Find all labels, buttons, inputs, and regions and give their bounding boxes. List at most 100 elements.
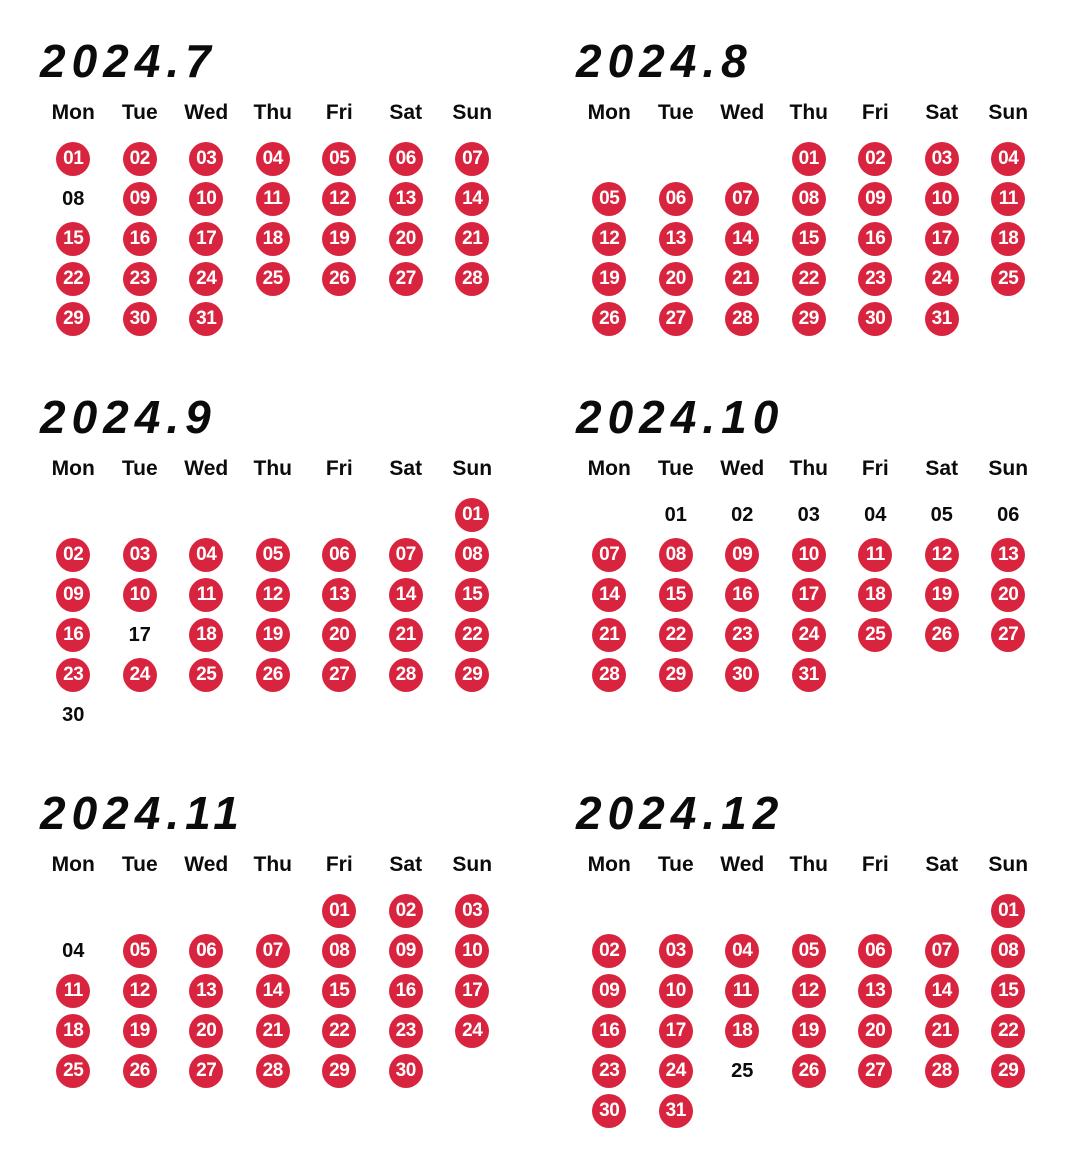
day-open: 08	[791, 182, 826, 216]
day-closed: 05	[930, 503, 953, 526]
day-open: 21	[592, 618, 627, 652]
weekday-label: Sun	[988, 457, 1029, 480]
weekday-label: Sun	[452, 457, 493, 480]
day-open: 21	[255, 1014, 290, 1048]
day-open: 02	[388, 894, 423, 928]
day-open: 01	[56, 142, 91, 176]
days-grid: 01 02 03 04 05 06 07 08 09 10 11 12 13 14 15 16 17 18 19 20…	[40, 142, 506, 336]
day-open: 28	[455, 262, 490, 296]
weekday-label: Sun	[452, 101, 493, 124]
day-open: 02	[56, 538, 91, 572]
day-open: 14	[255, 974, 290, 1008]
day-open: 21	[455, 222, 490, 256]
day-open: 04	[255, 142, 290, 176]
weekday-label: Sat	[925, 457, 959, 480]
day-open: 07	[592, 538, 627, 572]
day-open: 24	[791, 618, 826, 652]
day-open: 11	[255, 182, 290, 216]
month-calendar: 2024.7 Mon Tue Wed Thu Fri Sat Sun 01 02 03 04 05 0…	[40, 38, 506, 336]
day-open: 05	[322, 142, 357, 176]
day-closed: 17	[128, 623, 151, 646]
weekday-label: Fri	[325, 457, 353, 480]
day-open: 26	[924, 618, 959, 652]
weekday-header-row: Mon Tue Wed Thu Fri Sat Sun	[576, 100, 1042, 126]
day-open: 21	[725, 262, 760, 296]
day-open: 23	[56, 658, 91, 692]
day-open: 05	[122, 934, 157, 968]
day-open: 05	[255, 538, 290, 572]
weekday-label: Mon	[587, 457, 631, 480]
weekday-label: Fri	[861, 101, 889, 124]
day-open: 08	[658, 538, 693, 572]
day-open: 03	[455, 894, 490, 928]
day-open: 23	[122, 262, 157, 296]
month-calendar: 2024.10 Mon Tue Wed Thu Fri Sat Sun 01 02 03 04 05…	[576, 394, 1042, 692]
day-open: 13	[189, 974, 224, 1008]
day-closed: 04	[864, 503, 887, 526]
day-open: 30	[388, 1054, 423, 1088]
day-open: 25	[255, 262, 290, 296]
day-open: 18	[725, 1014, 760, 1048]
day-open: 30	[725, 658, 760, 692]
day-open: 20	[388, 222, 423, 256]
day-open: 19	[255, 618, 290, 652]
day-open: 06	[858, 934, 893, 968]
day-open: 19	[322, 222, 357, 256]
weekday-label: Sun	[988, 101, 1029, 124]
day-open: 14	[388, 578, 423, 612]
day-open: 09	[56, 578, 91, 612]
day-open: 28	[725, 302, 760, 336]
day-open: 03	[122, 538, 157, 572]
day-open: 24	[189, 262, 224, 296]
day-open: 11	[189, 578, 224, 612]
day-open: 14	[592, 578, 627, 612]
day-open: 13	[388, 182, 423, 216]
day-open: 24	[658, 1054, 693, 1088]
day-open: 19	[924, 578, 959, 612]
day-open: 29	[56, 302, 91, 336]
day-closed: 01	[664, 503, 687, 526]
day-open: 23	[592, 1054, 627, 1088]
day-open: 16	[725, 578, 760, 612]
day-open: 20	[858, 1014, 893, 1048]
day-open: 09	[725, 538, 760, 572]
weekday-header-row: Mon Tue Wed Thu Fri Sat Sun	[40, 456, 506, 482]
day-open: 24	[455, 1014, 490, 1048]
day-open: 17	[791, 578, 826, 612]
day-open: 26	[322, 262, 357, 296]
weekday-label: Mon	[587, 101, 631, 124]
day-open: 07	[388, 538, 423, 572]
day-open: 01	[322, 894, 357, 928]
day-open: 18	[56, 1014, 91, 1048]
days-grid: 01 02 03 04 05 06 07 08 09 10 11 12 13 14 15 16 17 18 19 20…	[576, 894, 1042, 1128]
month-title: 2024.11	[40, 787, 245, 839]
day-open: 29	[658, 658, 693, 692]
weekday-label: Fri	[325, 101, 353, 124]
day-open: 09	[858, 182, 893, 216]
day-open: 10	[455, 934, 490, 968]
day-open: 07	[455, 142, 490, 176]
weekday-label: Sat	[925, 853, 959, 876]
month-calendar: 2024.9 Mon Tue Wed Thu Fri Sat Sun 01 02 03 04 05 0…	[40, 394, 506, 732]
day-open: 06	[658, 182, 693, 216]
day-closed: 25	[731, 1059, 754, 1082]
day-open: 21	[924, 1014, 959, 1048]
day-open: 12	[322, 182, 357, 216]
weekday-label: Thu	[789, 101, 828, 124]
day-closed: 30	[62, 703, 85, 726]
day-open: 04	[725, 934, 760, 968]
day-open: 09	[592, 974, 627, 1008]
weekday-label: Wed	[184, 457, 229, 480]
day-open: 31	[189, 302, 224, 336]
day-open: 20	[322, 618, 357, 652]
weekday-header-row: Mon Tue Wed Thu Fri Sat Sun	[40, 852, 506, 878]
day-open: 23	[388, 1014, 423, 1048]
day-open: 21	[388, 618, 423, 652]
day-open: 30	[122, 302, 157, 336]
weekday-label: Sat	[389, 853, 423, 876]
weekday-label: Sun	[988, 853, 1029, 876]
weekday-label: Sat	[389, 101, 423, 124]
day-open: 10	[791, 538, 826, 572]
day-open: 19	[791, 1014, 826, 1048]
day-open: 01	[455, 498, 490, 532]
